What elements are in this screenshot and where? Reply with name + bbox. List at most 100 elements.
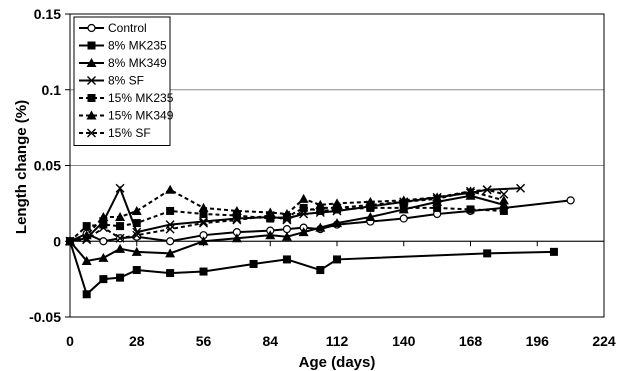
- legend-label-15pct-mk349: 15% MK349: [108, 109, 174, 123]
- x-tick-label-7: 196: [526, 333, 550, 349]
- y-tick-label-4: 0.15: [34, 6, 61, 22]
- point-15pct-sf-9: [282, 215, 292, 225]
- legend-marker-control: [87, 23, 96, 33]
- point-8pct-mk349-1: [81, 255, 92, 265]
- legend-marker-15pct-mk235: [87, 94, 96, 102]
- x-tick-label-5: 140: [392, 333, 416, 349]
- point-15pct-mk235-15: [433, 203, 442, 212]
- point-8pct-mk349-5: [165, 248, 176, 258]
- legend-marker-8pct-mk349: [86, 58, 97, 67]
- series-line-8pct-mk235: [69, 240, 554, 297]
- point-8pct-mk235-5: [166, 269, 175, 278]
- point-15pct-mk349-17: [498, 195, 509, 205]
- point-8pct-mk235-7: [249, 259, 258, 268]
- point-control-5: [166, 237, 175, 246]
- point-15pct-sf-4: [132, 230, 142, 240]
- tick-labels: -0.05 0 0.05 0.1 0.15 0 28 56 84 112 140 168 196 224: [29, 6, 616, 349]
- legend-marker-15pct-sf: [87, 128, 96, 138]
- point-8pct-mk349-6: [198, 236, 209, 246]
- legend-entry-8pct-mk235: 8% MK235: [79, 39, 167, 53]
- point-15pct-mk235-5: [166, 206, 175, 215]
- point-8pct-mk349-7: [231, 233, 242, 243]
- legend-label-8pct-sf: 8% SF: [108, 74, 144, 88]
- legend-label-control: Control: [108, 21, 147, 35]
- legend-label-15pct-sf: 15% SF: [108, 126, 151, 140]
- legend-label-8pct-mk235: 8% MK235: [108, 39, 167, 53]
- legend-label-8pct-mk349: 8% MK349: [108, 56, 167, 70]
- y-tick-label-3: 0.1: [42, 82, 62, 98]
- point-15pct-sf-5: [165, 224, 175, 234]
- point-15pct-mk235-7: [232, 211, 241, 220]
- point-8pct-mk235-4: [132, 266, 141, 275]
- point-8pct-mk235-8: [282, 255, 291, 264]
- series-15pct-sf: [65, 185, 509, 246]
- point-8pct-mk349-10: [298, 227, 309, 237]
- point-8pct-mk235-3: [116, 273, 125, 282]
- series-line-15pct-mk349: [69, 188, 505, 243]
- point-15pct-mk349-8: [265, 207, 276, 217]
- point-15pct-mk349-6: [198, 202, 209, 212]
- point-15pct-mk235-3: [116, 222, 125, 231]
- point-15pct-sf-11: [315, 203, 325, 213]
- legend-entry-control: Control: [79, 21, 147, 35]
- point-15pct-mk235-4: [132, 219, 141, 228]
- y-tick-label-1: 0: [53, 233, 61, 249]
- point-8pct-mk235-10: [333, 255, 341, 264]
- legend-entry-15pct-mk235: 15% MK235: [79, 91, 174, 105]
- point-control-9: [282, 225, 292, 234]
- point-8pct-mk349-11: [315, 222, 326, 232]
- legend-marker-15pct-mk349: [86, 110, 97, 120]
- series-8pct-mk235: [66, 237, 558, 299]
- legend-label-15pct-mk235: 15% MK235: [108, 91, 174, 105]
- point-15pct-mk235-6: [199, 209, 208, 218]
- point-control-18: [566, 196, 575, 205]
- point-15pct-mk349-5: [165, 184, 176, 194]
- point-15pct-sf-14: [399, 197, 409, 207]
- point-8pct-sf-18: [516, 183, 526, 193]
- x-tick-label-8: 224: [592, 333, 616, 349]
- point-8pct-mk235-9: [316, 266, 325, 275]
- point-15pct-sf-13: [365, 200, 375, 210]
- point-8pct-mk349-2: [98, 252, 109, 262]
- x-tick-label-2: 56: [196, 333, 212, 349]
- point-8pct-mk349-13: [365, 212, 376, 222]
- point-15pct-mk349-2: [98, 212, 109, 222]
- point-control-2: [99, 237, 108, 246]
- point-15pct-mk235-2: [99, 220, 108, 229]
- point-15pct-mk349-13: [365, 196, 376, 206]
- point-15pct-mk349-11: [315, 199, 326, 209]
- x-tick-label-6: 168: [459, 333, 483, 349]
- y-axis-title: Length change (%): [13, 100, 30, 234]
- legend-marker-8pct-sf: [87, 76, 96, 85]
- x-tick-label-4: 112: [326, 333, 349, 349]
- point-15pct-mk349-15: [432, 192, 443, 202]
- point-15pct-mk235-11: [316, 206, 325, 215]
- series-layer: [65, 183, 575, 299]
- point-15pct-mk235-1: [82, 222, 91, 231]
- point-8pct-mk349-16: [465, 190, 476, 200]
- point-8pct-sf-6: [199, 217, 208, 227]
- point-8pct-mk349-12: [332, 218, 342, 228]
- point-8pct-mk349-4: [131, 246, 142, 256]
- point-15pct-sf-15: [432, 194, 442, 204]
- legend-entry-8pct-sf: 8% SF: [79, 74, 144, 88]
- point-15pct-mk349-9: [281, 208, 292, 218]
- point-15pct-mk349-10: [298, 193, 309, 203]
- y-tick-label-0: -0.05: [29, 309, 61, 325]
- point-15pct-mk235-16: [466, 205, 475, 214]
- x-tick-label-1: 28: [129, 333, 145, 349]
- point-15pct-mk349-12: [332, 198, 342, 208]
- point-8pct-mk235-12: [549, 247, 558, 256]
- point-15pct-mk349-7: [231, 205, 242, 215]
- x-tick-label-0: 0: [66, 333, 74, 349]
- point-15pct-sf-18: [499, 189, 509, 199]
- axes: [65, 13, 605, 318]
- point-15pct-mk235-10: [299, 203, 308, 212]
- point-8pct-mk349-3: [115, 243, 126, 253]
- point-15pct-mk349-3: [115, 212, 126, 222]
- point-15pct-mk235-8: [266, 214, 275, 223]
- legend-entry-15pct-sf: 15% SF: [79, 126, 151, 140]
- point-8pct-sf-3: [115, 183, 125, 193]
